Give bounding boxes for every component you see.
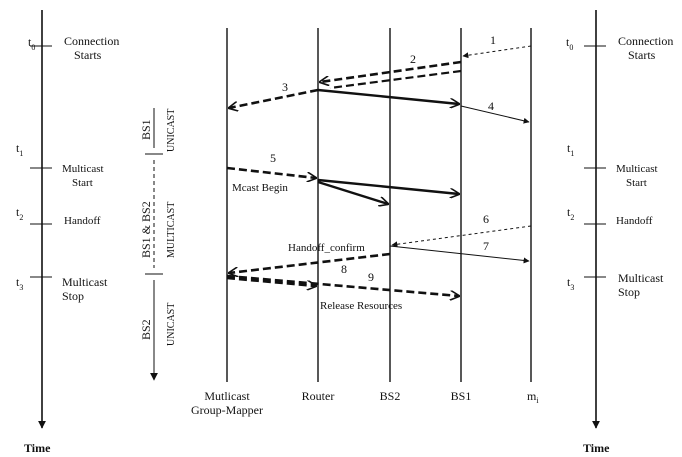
entity-label-router: Router bbox=[302, 389, 335, 403]
message-3-arrow bbox=[229, 88, 319, 108]
right-event-label-t1-line2: Start bbox=[626, 177, 647, 189]
message-5-caption: Mcast Begin bbox=[232, 182, 288, 194]
message-6-arrow bbox=[391, 225, 532, 248]
entity-label-mgm-line1: Mutlicast bbox=[204, 389, 250, 403]
right-time-axis-label: Time bbox=[583, 441, 610, 455]
message-9-number: 9 bbox=[368, 270, 374, 284]
message-6-number: 6 bbox=[483, 212, 489, 226]
right-event-label-t1-line1: Multicast bbox=[616, 163, 658, 175]
message-5-arrow bbox=[226, 166, 316, 178]
left-event-label-t0-line2: Starts bbox=[74, 48, 102, 62]
entity-labels: Mutlicast Group-Mapper Router BS2 BS1 mi bbox=[191, 389, 539, 417]
phase-mode-bs1-bs2: MULTICAST bbox=[166, 202, 177, 258]
left-time-t1: t1 bbox=[16, 141, 23, 158]
message-4-number: 4 bbox=[488, 99, 494, 113]
message-7-arrow bbox=[389, 245, 530, 264]
left-event-label-t1-line2: Start bbox=[72, 177, 93, 189]
message-8-arrow bbox=[229, 252, 391, 273]
right-time-t2: t2 bbox=[567, 205, 574, 222]
left-time-axis-label: Time bbox=[24, 441, 51, 455]
message-4-arrow bbox=[460, 105, 530, 124]
message-9-caption: Release Resources bbox=[320, 300, 402, 312]
message-2-number: 2 bbox=[410, 52, 416, 66]
message-1-arrow bbox=[462, 45, 532, 59]
left-event-label-t3-line2: Stop bbox=[62, 289, 84, 303]
entity-label-mgm-line2: Group-Mapper bbox=[191, 403, 263, 417]
message-5-number: 5 bbox=[270, 151, 276, 165]
phase-mode-bs2: UNICAST bbox=[166, 303, 177, 346]
message-7-number: 7 bbox=[483, 239, 489, 253]
left-event-label-t0-line1: Connection bbox=[64, 34, 119, 48]
message-3-number: 3 bbox=[282, 80, 288, 94]
right-event-label-t3-line2: Stop bbox=[618, 285, 640, 299]
message-8-number: 8 bbox=[341, 262, 347, 276]
message-data-router-bs1-a bbox=[317, 88, 459, 104]
entity-label-mh: mi bbox=[527, 389, 539, 405]
right-event-label-t0-line1: Connection bbox=[618, 34, 673, 48]
right-time-t0: t0 bbox=[566, 35, 573, 52]
left-event-label-t1-line1: Multicast bbox=[62, 163, 104, 175]
message-9-arrow bbox=[226, 274, 459, 296]
message-2-arrow-echo bbox=[329, 69, 462, 90]
messages: 1 2 3 4 5 Mcast Begin 6 Handoff_confirm … bbox=[226, 33, 532, 312]
entity-label-bs2: BS2 bbox=[380, 389, 401, 403]
message-data-router-bs2 bbox=[317, 180, 388, 204]
left-time-t2: t2 bbox=[16, 205, 23, 222]
left-event-label-t2: Handoff bbox=[64, 215, 101, 227]
lifelines bbox=[226, 28, 532, 382]
right-time-t1: t1 bbox=[567, 141, 574, 158]
left-time-t3: t3 bbox=[16, 275, 23, 292]
phase-station-bs1: BS1 bbox=[139, 119, 153, 140]
right-event-label-t3-line1: Multicast bbox=[618, 271, 664, 285]
right-event-label-t2: Handoff bbox=[616, 215, 653, 227]
entity-label-bs1: BS1 bbox=[451, 389, 472, 403]
message-data-router-bs1-b bbox=[317, 178, 459, 194]
message-6-caption: Handoff_confirm bbox=[288, 242, 365, 254]
phase-station-bs2: BS2 bbox=[139, 319, 153, 340]
left-timeline: t0 Connection Starts t1 Multicast Start … bbox=[16, 10, 119, 455]
phase-mode-bs1: UNICAST bbox=[166, 109, 177, 152]
phase-station-bs1-bs2: BS1 & BS2 bbox=[139, 201, 153, 258]
message-1-number: 1 bbox=[490, 33, 496, 47]
right-event-label-t0-line2: Starts bbox=[628, 48, 656, 62]
right-time-t3: t3 bbox=[567, 275, 574, 292]
left-time-t0: t0 bbox=[28, 35, 35, 52]
message-9-arrow-branch bbox=[226, 276, 316, 286]
phase-axis: BS1 UNICAST BS1 & BS2 MULTICAST BS2 UNIC… bbox=[139, 108, 177, 381]
right-timeline: t0 Connection Starts t1 Multicast Start … bbox=[566, 10, 673, 455]
left-event-label-t3-line1: Multicast bbox=[62, 275, 108, 289]
